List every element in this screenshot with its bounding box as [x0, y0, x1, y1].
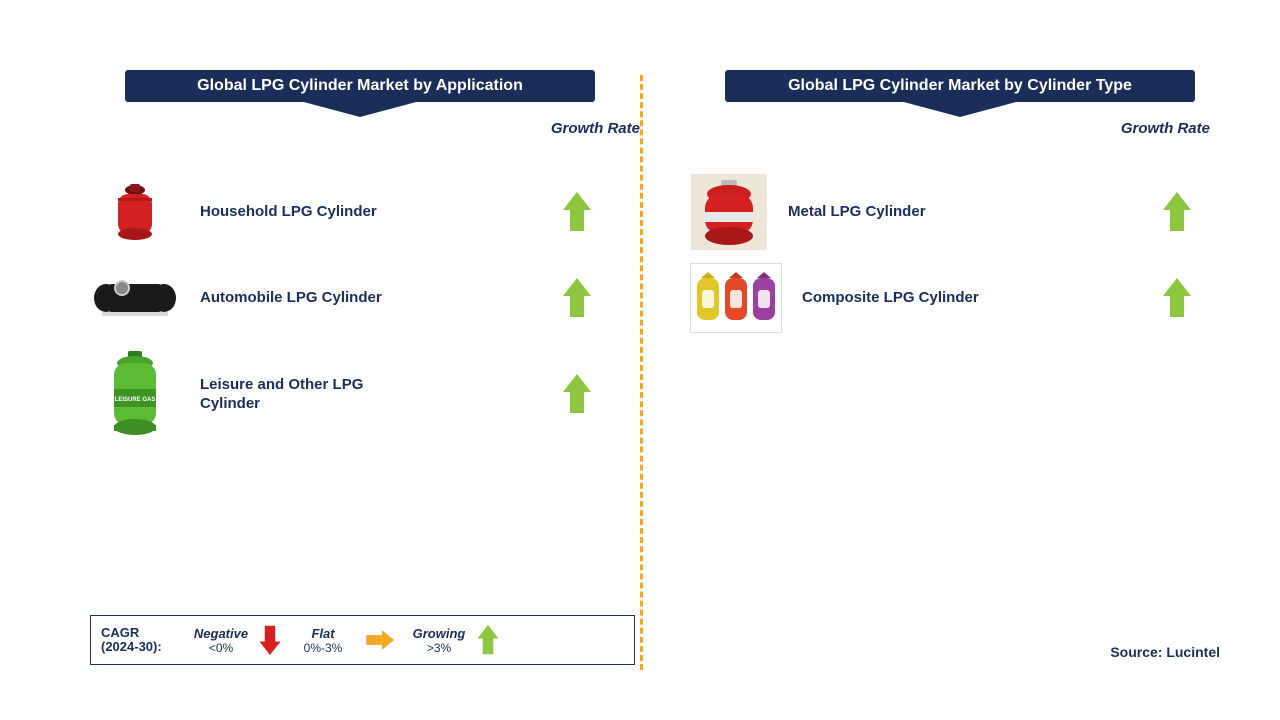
legend-name: Negative [194, 626, 248, 641]
panel-application: Global LPG Cylinder Market by Applicatio… [90, 70, 660, 680]
header-title-application: Global LPG Cylinder Market by Applicatio… [125, 70, 595, 102]
header-application: Global LPG Cylinder Market by Applicatio… [125, 70, 595, 117]
list-item: LEISURE GAS Leisure and Other LPG Cylind… [90, 344, 630, 444]
legend-name: Growing [413, 626, 466, 641]
arrow-up-icon [1164, 192, 1190, 232]
list-item: Household LPG Cylinder [90, 172, 630, 252]
item-label: Leisure and Other LPG Cylinder [180, 375, 390, 414]
item-label: Composite LPG Cylinder [782, 288, 992, 308]
red-cylinder-icon [90, 177, 180, 247]
growth-arrow-slot [390, 374, 630, 414]
item-label: Household LPG Cylinder [180, 202, 390, 222]
arrow-right-icon [364, 630, 394, 650]
legend-segment-negative: Negative <0% [191, 620, 283, 660]
item-label: Metal LPG Cylinder [768, 202, 978, 222]
arrow-up-icon [1164, 278, 1190, 318]
list-item: Automobile LPG Cylinder [90, 258, 630, 338]
header-title-cylinder-type: Global LPG Cylinder Market by Cylinder T… [725, 70, 1195, 102]
legend-segment-growing: Growing >3% [409, 620, 501, 660]
arrow-up-icon [564, 278, 590, 318]
header-cylinder-type: Global LPG Cylinder Market by Cylinder T… [725, 70, 1195, 117]
green-cylinder-icon: LEISURE GAS [90, 349, 180, 439]
list-item: Metal LPG Cylinder [690, 172, 1230, 252]
rows-cylinder-type: Metal LPG Cylinder [690, 172, 1230, 338]
arrow-down-icon [260, 625, 280, 655]
legend-sub: <0% [209, 641, 233, 655]
panel-cylinder-type: Global LPG Cylinder Market by Cylinder T… [660, 70, 1230, 680]
cagr-legend: CAGR (2024-30): Negative <0% Flat 0%-3% … [90, 615, 635, 665]
cagr-line1: CAGR [101, 625, 139, 640]
metal-cylinder-photo-icon [690, 173, 768, 251]
legend-sub: >3% [427, 641, 451, 655]
rows-application: Household LPG Cylinder Automobile LPG Cy… [90, 172, 630, 444]
source-label: Source: Lucintel [1110, 644, 1220, 660]
vertical-divider [640, 75, 643, 670]
header-chevron-icon [300, 101, 420, 117]
infographic-root: Global LPG Cylinder Market by Applicatio… [0, 0, 1280, 720]
cagr-label: CAGR (2024-30): [101, 626, 191, 655]
legend-name: Flat [311, 626, 334, 641]
cagr-line2: (2024-30): [101, 639, 162, 654]
growth-arrow-slot [390, 278, 630, 318]
item-label: Automobile LPG Cylinder [180, 288, 390, 308]
svg-text:LEISURE GAS: LEISURE GAS [115, 397, 156, 403]
growth-rate-label-left: Growth Rate [551, 120, 640, 137]
legend-sub: 0%-3% [304, 641, 343, 655]
arrow-up-icon [564, 192, 590, 232]
legend-segment-flat: Flat 0%-3% [293, 626, 399, 655]
header-chevron-icon [900, 101, 1020, 117]
composite-trio-icon [690, 263, 782, 333]
list-item: Composite LPG Cylinder [690, 258, 1230, 338]
arrow-up-icon [478, 625, 498, 655]
growth-rate-label-right: Growth Rate [1121, 120, 1210, 137]
growth-arrow-slot [390, 192, 630, 232]
arrow-up-icon [564, 374, 590, 414]
growth-arrow-slot [978, 192, 1230, 232]
growth-arrow-slot [992, 278, 1230, 318]
auto-tank-icon [90, 263, 180, 333]
